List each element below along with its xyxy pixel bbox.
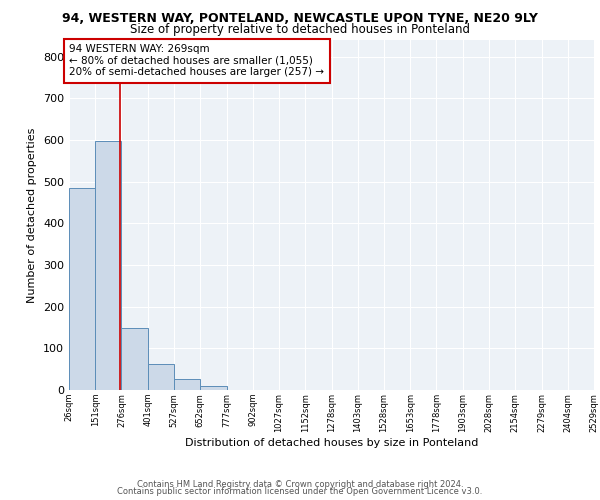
Text: Size of property relative to detached houses in Ponteland: Size of property relative to detached ho… [130,22,470,36]
Bar [121,328,148,390]
Bar [174,379,200,390]
Text: 94 WESTERN WAY: 269sqm
← 80% of detached houses are smaller (1,055)
20% of semi-: 94 WESTERN WAY: 269sqm ← 80% of detached… [70,44,325,78]
Text: Contains public sector information licensed under the Open Government Licence v3: Contains public sector information licen… [118,487,482,496]
Bar [148,364,174,390]
Text: 94, WESTERN WAY, PONTELAND, NEWCASTLE UPON TYNE, NE20 9LY: 94, WESTERN WAY, PONTELAND, NEWCASTLE UP… [62,12,538,26]
Bar [95,141,121,390]
Text: Contains HM Land Registry data © Crown copyright and database right 2024.: Contains HM Land Registry data © Crown c… [137,480,463,489]
X-axis label: Distribution of detached houses by size in Ponteland: Distribution of detached houses by size … [185,438,478,448]
Bar [200,386,227,390]
Bar [69,188,95,390]
Y-axis label: Number of detached properties: Number of detached properties [28,128,37,302]
